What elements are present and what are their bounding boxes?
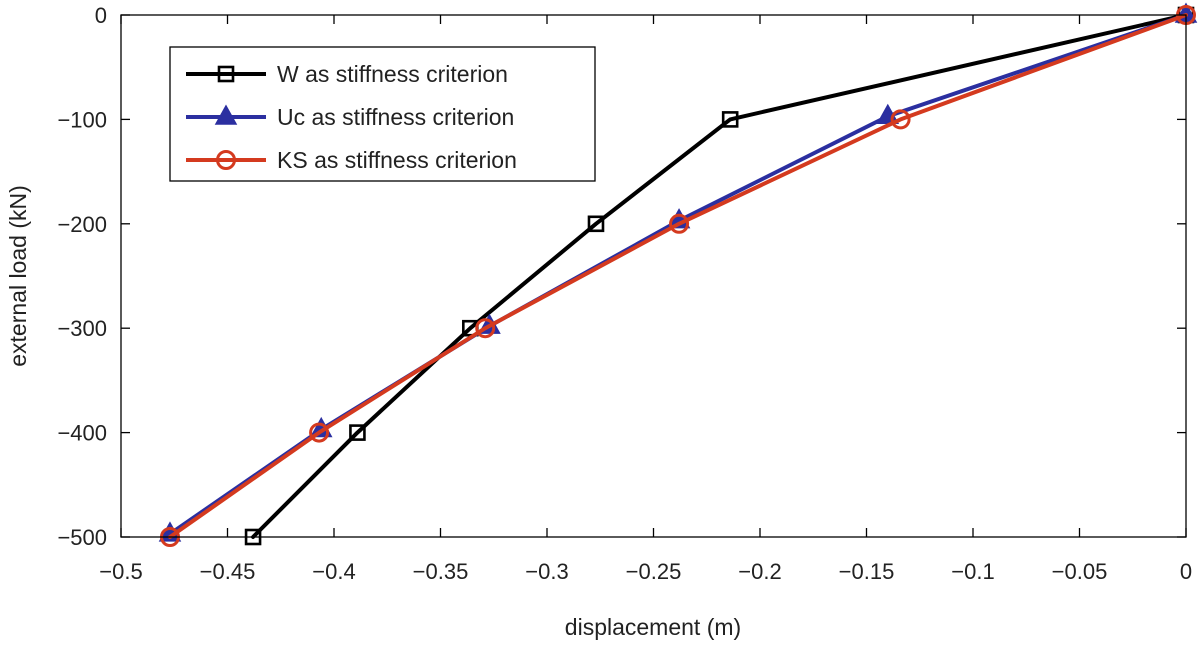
series-line-ks (167, 13, 1188, 539)
legend-item-uc: Uc as stiffness criterion (186, 104, 514, 130)
x-tick-label: −0.15 (839, 559, 895, 584)
x-tick-label: −0.2 (738, 559, 781, 584)
legend-label-w: W as stiffness criterion (277, 61, 508, 87)
data-point-ks (669, 213, 690, 234)
legend-marker-uc (214, 104, 238, 125)
y-tick-label: −100 (57, 107, 107, 132)
x-tick-label: −0.4 (312, 559, 355, 584)
x-tick-label: −0.45 (200, 559, 256, 584)
x-axis-label: displacement (m) (565, 614, 741, 640)
x-tick-label: −0.1 (951, 559, 994, 584)
x-tick-label: −0.3 (525, 559, 568, 584)
axis-ticks: −0.5 −0.45 −0.4 −0.35 −0.3 −0.25 −0.2 −0.15 −0.1… (57, 3, 1192, 584)
data-point-ks (475, 318, 496, 339)
x-tick-label: 0 (1180, 559, 1192, 584)
data-point-w (721, 111, 739, 128)
y-tick-label: −500 (57, 525, 107, 550)
x-tick-label: −0.5 (99, 559, 142, 584)
plot-frame (120, 14, 1187, 538)
legend-marker-w (217, 65, 235, 83)
y-tick-label: −200 (57, 212, 107, 237)
data-point-ks (309, 422, 330, 443)
y-tick-label: −300 (57, 316, 107, 341)
y-axis-label: external load (kN) (5, 185, 31, 367)
legend-item-w: W as stiffness criterion (186, 61, 508, 87)
y-tick-label: 0 (95, 3, 107, 28)
x-tick-label: −0.25 (626, 559, 682, 584)
data-point-w (587, 215, 605, 233)
legend: W as stiffness criterion Uc as stiffness … (169, 46, 596, 182)
x-tick-label: −0.35 (413, 559, 469, 584)
series-ks (159, 5, 1196, 547)
legend-label-uc: Uc as stiffness criterion (277, 104, 514, 130)
data-point-w (349, 424, 366, 441)
legend-item-ks: KS as stiffness criterion (186, 147, 517, 173)
data-point-ks (890, 109, 911, 130)
series-line-w (251, 13, 1188, 539)
legend-label-ks: KS as stiffness criterion (277, 147, 517, 173)
y-tick-label: −400 (57, 421, 107, 446)
x-tick-label: −0.05 (1052, 559, 1108, 584)
legend-marker-ks (216, 150, 236, 170)
